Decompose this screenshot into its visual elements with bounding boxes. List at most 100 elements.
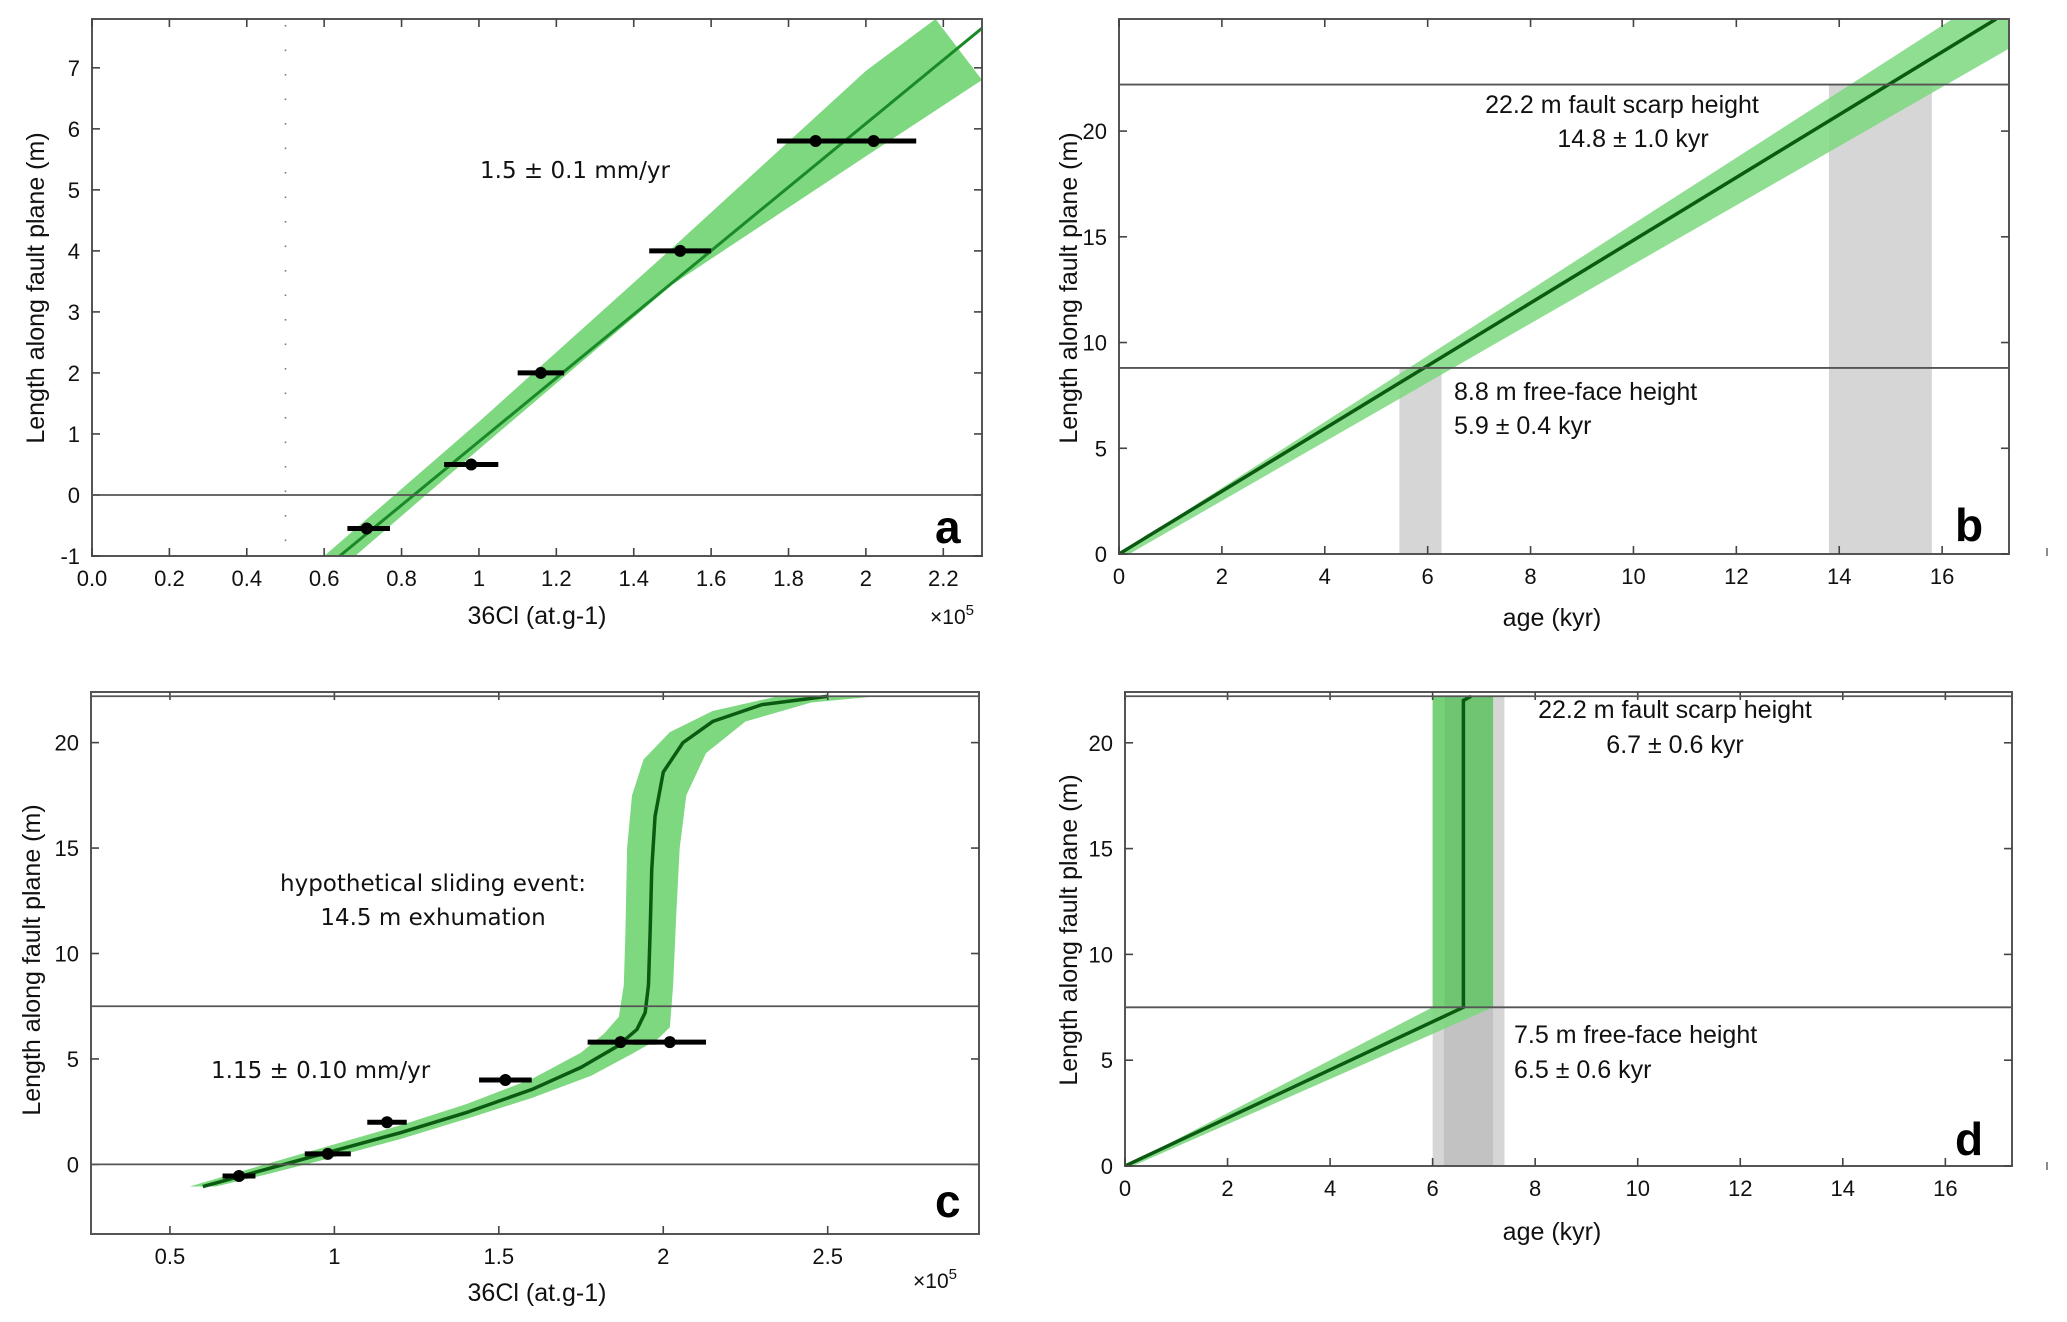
dotted-reference-mark <box>284 466 287 468</box>
age-uncertainty-band <box>1399 367 1442 554</box>
data-point <box>534 366 547 379</box>
x-tick-label: 0.6 <box>309 566 340 591</box>
x-tick-label: 0.5 <box>155 1244 186 1269</box>
x-tick-label: 1 <box>328 1244 340 1269</box>
panel-d-frame <box>1124 691 2013 1167</box>
panel-a-ylabel: Length along fault plane (m) <box>22 132 50 443</box>
model-line <box>1119 19 1998 554</box>
x-tick-label: 1.5 <box>484 1244 515 1269</box>
x-tick-label: 10 <box>1625 1176 1649 1201</box>
panel-b-xlabel: age (kyr) <box>1503 604 1602 632</box>
data-point <box>465 458 478 471</box>
dotted-reference-mark <box>284 490 287 493</box>
panel-a-axes: 0.0 0.2 0.4 0.6 0.8 1 1.2 1.4 1.6 1.8 2 2.2 -1 0 1 2 3 4 5… <box>60 18 983 591</box>
panel-d-xlabel: age (kyr) <box>1503 1218 1602 1246</box>
panel-c-axes: 0.5 1 1.5 2 2.5 0 5 10 15 20 <box>55 691 980 1269</box>
y-tick-label: 20 <box>1083 119 1107 144</box>
panel-c-lines <box>202 694 828 1189</box>
panel-a-x-multiplier-base: ×10 <box>930 606 966 629</box>
dotted-reference-mark <box>284 270 287 272</box>
panel-c-xlabel: 36Cl (at.g-1) <box>468 1279 607 1307</box>
y-tick-label: 10 <box>55 942 79 967</box>
panel-c-rate-annotation: 1.15 ± 0.10 mm/yr <box>211 1058 431 1084</box>
panel-b-scarp-annotation-line2: 14.8 ± 1.0 kyr <box>1557 125 1708 153</box>
x-tick-label: 14 <box>1827 564 1851 589</box>
x-tick-label: 1.4 <box>618 566 649 591</box>
x-tick-label: 2 <box>860 566 872 591</box>
data-point <box>381 1116 393 1129</box>
y-tick-label: 10 <box>1083 331 1107 356</box>
model-uncertainty-band <box>324 19 982 556</box>
dotted-reference-mark <box>284 417 287 419</box>
dotted-reference-mark <box>284 392 287 395</box>
panel-b-freeface-annotation-line2: 5.9 ± 0.4 kyr <box>1454 412 1591 440</box>
dotted-reference-mark <box>284 196 287 199</box>
model-line <box>1125 694 1472 1166</box>
panel-d-bands <box>1125 696 1505 1166</box>
dotted-reference-mark <box>284 147 287 150</box>
panel-a-letter: a <box>935 501 961 553</box>
y-tick-label: 15 <box>55 836 79 861</box>
dotted-reference-mark <box>284 245 287 248</box>
y-tick-label: 15 <box>1083 225 1107 250</box>
dotted-reference-mark <box>284 515 287 517</box>
model-uncertainty-band-lower <box>1125 1007 1494 1166</box>
x-tick-label: 2.2 <box>928 566 959 591</box>
panel-a: 0.0 0.2 0.4 0.6 0.8 1 1.2 1.4 1.6 1.8 2 2.2 -1 0 1 2 3 4 5… <box>22 18 983 630</box>
panel-d-ylabel: Length along fault plane (m) <box>1055 774 1083 1085</box>
data-point <box>321 1147 334 1160</box>
panel-b-axes: 0 2 4 6 8 10 12 14 16 0 5 10 15 20 <box>1083 18 2010 589</box>
dotted-reference-mark <box>284 294 287 297</box>
panel-a-x-multiplier: ×105 <box>930 602 974 629</box>
panel-c-sliding-annotation-line2: 14.5 m exhumation <box>320 905 545 931</box>
panel-b-scarp-annotation-line1: 22.2 m fault scarp height <box>1485 91 1759 119</box>
dotted-reference-mark <box>284 319 287 321</box>
x-tick-label: 0.2 <box>154 566 185 591</box>
x-tick-label: 12 <box>1728 1176 1752 1201</box>
age-uncertainty-band <box>1443 1007 1494 1166</box>
x-tick-label: 6 <box>1427 1176 1439 1201</box>
model-uncertainty-band-edge <box>1432 696 1445 1008</box>
panel-b-freeface-annotation-line1: 8.8 m free-face height <box>1454 378 1697 406</box>
y-tick-label: 6 <box>68 117 80 142</box>
x-tick-label: 1 <box>473 566 485 591</box>
dotted-reference-mark <box>284 221 287 223</box>
y-tick-label: 7 <box>68 56 80 81</box>
panel-c-letter: c <box>935 1175 961 1227</box>
panel-a-x-multiplier-exp: 5 <box>966 602 974 619</box>
panel-c-x-multiplier-exp: 5 <box>949 1266 957 1283</box>
data-point <box>614 1036 627 1049</box>
x-tick-label: 0 <box>1113 564 1125 589</box>
data-point <box>663 1036 676 1049</box>
dotted-reference-mark <box>284 49 287 52</box>
data-point <box>809 135 822 148</box>
panel-a-points <box>347 135 917 535</box>
age-uncertainty-band <box>1493 696 1505 1166</box>
dotted-reference-mark <box>284 368 287 370</box>
x-tick-label: 0.4 <box>231 566 262 591</box>
panel-a-lines <box>284 25 982 556</box>
y-tick-label: 3 <box>68 300 80 325</box>
panel-b: 0 2 4 6 8 10 12 14 16 0 5 10 15 20 22.2 m fault scarp… <box>1055 18 2048 632</box>
panel-c-x-multiplier: ×105 <box>913 1266 957 1293</box>
panel-c-points <box>222 1036 707 1183</box>
x-tick-label: 1.6 <box>696 566 727 591</box>
x-tick-label: 1.2 <box>541 566 572 591</box>
y-tick-label: 5 <box>67 1047 79 1072</box>
dotted-reference-mark <box>284 98 287 101</box>
data-point <box>867 135 880 148</box>
x-tick-label: 8 <box>1529 1176 1541 1201</box>
x-tick-label: 6 <box>1422 564 1434 589</box>
x-tick-label: 2 <box>1216 564 1228 589</box>
x-tick-label: 0.8 <box>386 566 417 591</box>
panel-b-ylabel: Length along fault plane (m) <box>1055 132 1083 443</box>
data-point <box>360 522 373 535</box>
panel-c-sliding-annotation-line1: hypothetical sliding event: <box>280 871 586 897</box>
data-point <box>674 244 687 257</box>
x-tick-label: 4 <box>1324 1176 1336 1201</box>
dotted-reference-mark <box>284 25 287 27</box>
x-tick-label: 0.0 <box>77 566 108 591</box>
model-line <box>202 694 828 1189</box>
y-tick-label: 20 <box>1089 731 1113 756</box>
age-uncertainty-band <box>1828 84 1932 554</box>
